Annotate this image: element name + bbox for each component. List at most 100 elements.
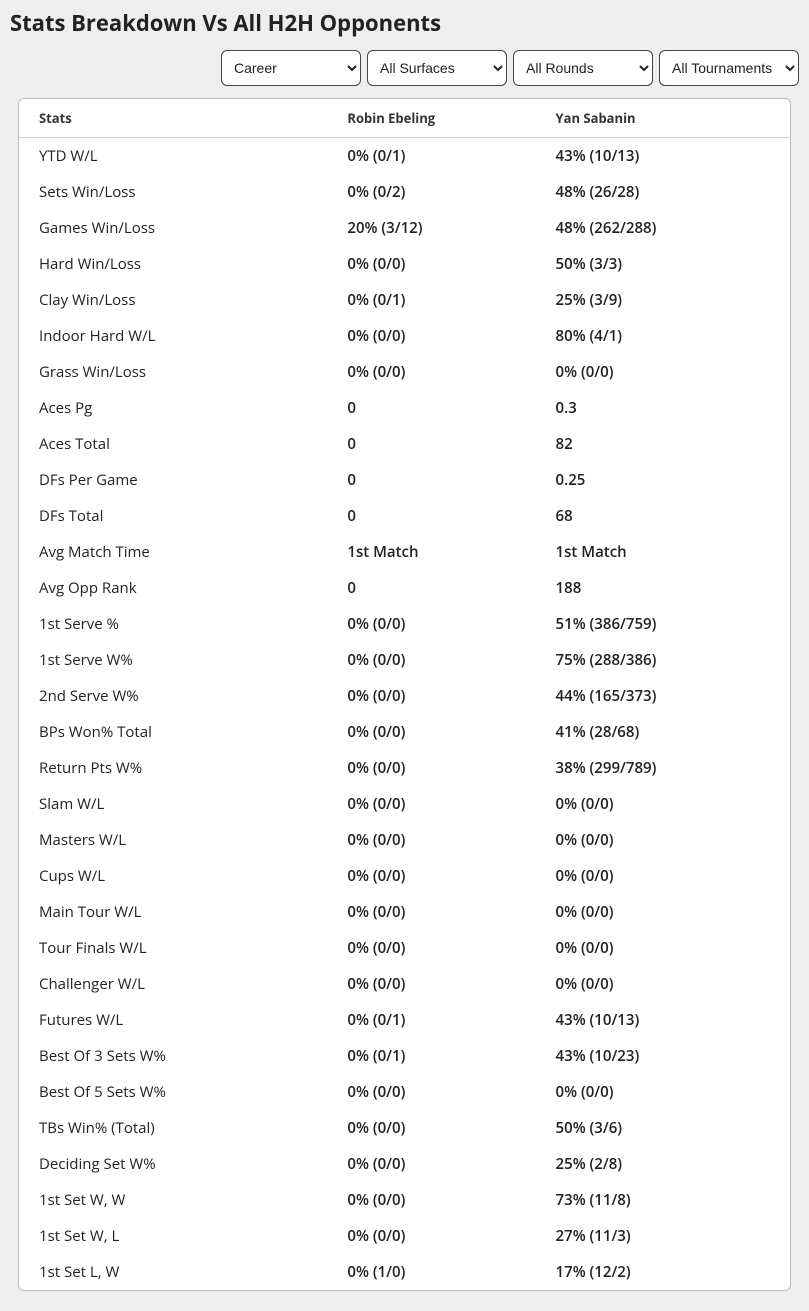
player1-value: 0% (0/0) <box>327 930 535 966</box>
player2-value: 0% (0/0) <box>536 786 790 822</box>
stat-label: 1st Serve % <box>19 606 327 642</box>
stat-label: Tour Finals W/L <box>19 930 327 966</box>
stat-label: DFs Per Game <box>19 462 327 498</box>
table-row: Avg Opp Rank0188 <box>19 570 790 606</box>
table-row: Hard Win/Loss0% (0/0)50% (3/3) <box>19 246 790 282</box>
col-header-stats: Stats <box>19 99 327 138</box>
player2-value: 0% (0/0) <box>536 822 790 858</box>
table-header-row: Stats Robin Ebeling Yan Sabanin <box>19 99 790 138</box>
player1-value: 0% (0/0) <box>327 318 535 354</box>
player2-value: 25% (2/8) <box>536 1146 790 1182</box>
stat-label: Challenger W/L <box>19 966 327 1002</box>
player2-value: 48% (26/28) <box>536 174 790 210</box>
stat-label: TBs Win% (Total) <box>19 1110 327 1146</box>
player2-value: 0% (0/0) <box>536 894 790 930</box>
stat-label: Aces Total <box>19 426 327 462</box>
player2-value: 80% (4/1) <box>536 318 790 354</box>
player1-value: 0% (0/0) <box>327 678 535 714</box>
stat-label: 1st Set W, W <box>19 1182 327 1218</box>
player2-value: 1st Match <box>536 534 790 570</box>
player2-value: 0.3 <box>536 390 790 426</box>
filter-surface-select[interactable]: All Surfaces <box>367 50 507 86</box>
player1-value: 0% (0/0) <box>327 1182 535 1218</box>
table-row: Tour Finals W/L0% (0/0)0% (0/0) <box>19 930 790 966</box>
player1-value: 0% (0/0) <box>327 606 535 642</box>
table-row: YTD W/L0% (0/1)43% (10/13) <box>19 138 790 175</box>
player1-value: 0 <box>327 390 535 426</box>
player2-value: 43% (10/13) <box>536 1002 790 1038</box>
player2-value: 188 <box>536 570 790 606</box>
player2-value: 0.25 <box>536 462 790 498</box>
table-row: Cups W/L0% (0/0)0% (0/0) <box>19 858 790 894</box>
table-row: Aces Pg00.3 <box>19 390 790 426</box>
player2-value: 0% (0/0) <box>536 354 790 390</box>
player1-value: 0% (0/1) <box>327 282 535 318</box>
table-row: TBs Win% (Total)0% (0/0)50% (3/6) <box>19 1110 790 1146</box>
player2-value: 43% (10/13) <box>536 138 790 175</box>
player2-value: 50% (3/3) <box>536 246 790 282</box>
player2-value: 25% (3/9) <box>536 282 790 318</box>
player2-value: 82 <box>536 426 790 462</box>
player1-value: 20% (3/12) <box>327 210 535 246</box>
player2-value: 73% (11/8) <box>536 1182 790 1218</box>
table-row: Slam W/L0% (0/0)0% (0/0) <box>19 786 790 822</box>
player1-value: 0% (0/0) <box>327 894 535 930</box>
table-row: BPs Won% Total0% (0/0)41% (28/68) <box>19 714 790 750</box>
player2-value: 43% (10/23) <box>536 1038 790 1074</box>
filter-period-select[interactable]: Career <box>221 50 361 86</box>
player2-value: 75% (288/386) <box>536 642 790 678</box>
table-row: Futures W/L0% (0/1)43% (10/13) <box>19 1002 790 1038</box>
player1-value: 0% (0/0) <box>327 858 535 894</box>
filter-bar: Career All Surfaces All Rounds All Tourn… <box>10 50 799 86</box>
stat-label: Deciding Set W% <box>19 1146 327 1182</box>
stat-label: Cups W/L <box>19 858 327 894</box>
player1-value: 0% (0/0) <box>327 642 535 678</box>
stat-label: Best Of 3 Sets W% <box>19 1038 327 1074</box>
player1-value: 0% (0/0) <box>327 1146 535 1182</box>
page-title: Stats Breakdown Vs All H2H Opponents <box>10 8 799 38</box>
stats-table: Stats Robin Ebeling Yan Sabanin YTD W/L0… <box>19 99 790 1290</box>
stat-label: YTD W/L <box>19 138 327 175</box>
table-row: Clay Win/Loss0% (0/1)25% (3/9) <box>19 282 790 318</box>
player2-value: 50% (3/6) <box>536 1110 790 1146</box>
stat-label: BPs Won% Total <box>19 714 327 750</box>
player2-value: 0% (0/0) <box>536 1074 790 1110</box>
player1-value: 0% (0/1) <box>327 138 535 175</box>
filter-tournament-select[interactable]: All Tournaments <box>659 50 799 86</box>
table-row: Grass Win/Loss0% (0/0)0% (0/0) <box>19 354 790 390</box>
stat-label: Indoor Hard W/L <box>19 318 327 354</box>
table-row: Sets Win/Loss0% (0/2)48% (26/28) <box>19 174 790 210</box>
col-header-player2: Yan Sabanin <box>536 99 790 138</box>
stat-label: Sets Win/Loss <box>19 174 327 210</box>
player1-value: 0% (1/0) <box>327 1254 535 1290</box>
stat-label: Main Tour W/L <box>19 894 327 930</box>
table-row: DFs Total068 <box>19 498 790 534</box>
player2-value: 68 <box>536 498 790 534</box>
player1-value: 0% (0/0) <box>327 246 535 282</box>
stat-label: DFs Total <box>19 498 327 534</box>
table-row: Main Tour W/L0% (0/0)0% (0/0) <box>19 894 790 930</box>
table-row: Avg Match Time1st Match1st Match <box>19 534 790 570</box>
table-row: 1st Serve W%0% (0/0)75% (288/386) <box>19 642 790 678</box>
stat-label: Avg Match Time <box>19 534 327 570</box>
stat-label: 1st Set L, W <box>19 1254 327 1290</box>
player2-value: 44% (165/373) <box>536 678 790 714</box>
player1-value: 0% (0/0) <box>327 966 535 1002</box>
stat-label: Aces Pg <box>19 390 327 426</box>
player1-value: 0% (0/0) <box>327 1110 535 1146</box>
player2-value: 0% (0/0) <box>536 930 790 966</box>
filter-round-select[interactable]: All Rounds <box>513 50 653 86</box>
table-row: Challenger W/L0% (0/0)0% (0/0) <box>19 966 790 1002</box>
player1-value: 0 <box>327 498 535 534</box>
player1-value: 0% (0/0) <box>327 1074 535 1110</box>
player1-value: 0% (0/0) <box>327 354 535 390</box>
table-row: Return Pts W%0% (0/0)38% (299/789) <box>19 750 790 786</box>
player2-value: 41% (28/68) <box>536 714 790 750</box>
player1-value: 0 <box>327 426 535 462</box>
table-row: Deciding Set W%0% (0/0)25% (2/8) <box>19 1146 790 1182</box>
stat-label: 2nd Serve W% <box>19 678 327 714</box>
stat-label: Hard Win/Loss <box>19 246 327 282</box>
player2-value: 0% (0/0) <box>536 858 790 894</box>
table-row: 1st Set W, L0% (0/0)27% (11/3) <box>19 1218 790 1254</box>
stat-label: Grass Win/Loss <box>19 354 327 390</box>
